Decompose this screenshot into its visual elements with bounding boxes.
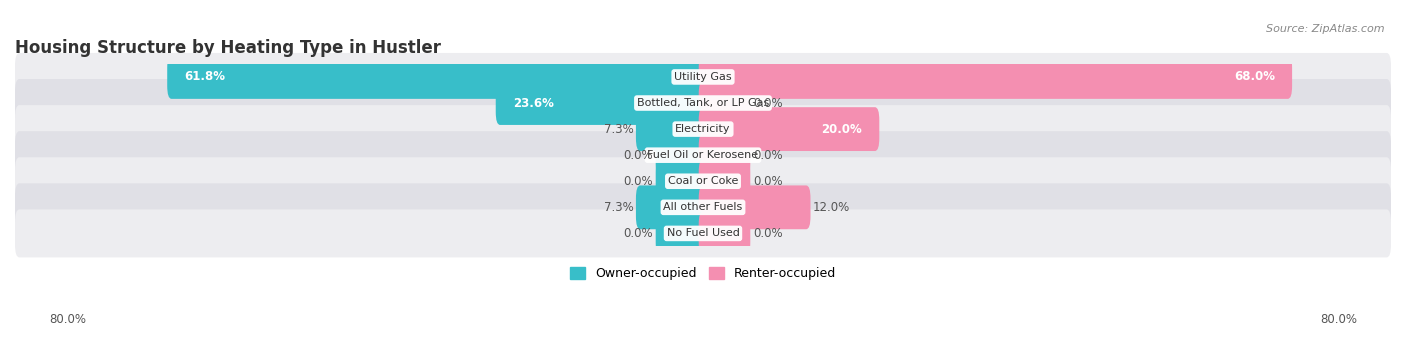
FancyBboxPatch shape xyxy=(636,107,707,151)
Text: 23.6%: 23.6% xyxy=(513,97,554,109)
Text: 0.0%: 0.0% xyxy=(752,149,783,162)
Text: No Fuel Used: No Fuel Used xyxy=(666,228,740,238)
FancyBboxPatch shape xyxy=(636,185,707,229)
Text: 7.3%: 7.3% xyxy=(603,123,633,136)
Text: 0.0%: 0.0% xyxy=(752,175,783,188)
FancyBboxPatch shape xyxy=(167,55,707,99)
Text: Source: ZipAtlas.com: Source: ZipAtlas.com xyxy=(1267,24,1385,34)
Text: 68.0%: 68.0% xyxy=(1234,70,1275,83)
Text: 0.0%: 0.0% xyxy=(623,227,654,240)
FancyBboxPatch shape xyxy=(699,185,810,229)
FancyBboxPatch shape xyxy=(699,55,1292,99)
FancyBboxPatch shape xyxy=(15,183,1391,231)
FancyBboxPatch shape xyxy=(699,133,751,177)
FancyBboxPatch shape xyxy=(655,133,707,177)
FancyBboxPatch shape xyxy=(655,211,707,255)
FancyBboxPatch shape xyxy=(699,211,751,255)
FancyBboxPatch shape xyxy=(15,53,1391,101)
Legend: Owner-occupied, Renter-occupied: Owner-occupied, Renter-occupied xyxy=(569,267,837,280)
FancyBboxPatch shape xyxy=(15,105,1391,153)
Text: 0.0%: 0.0% xyxy=(752,97,783,109)
Text: All other Fuels: All other Fuels xyxy=(664,202,742,212)
Text: 80.0%: 80.0% xyxy=(49,313,86,326)
Text: 12.0%: 12.0% xyxy=(813,201,851,214)
Text: Bottled, Tank, or LP Gas: Bottled, Tank, or LP Gas xyxy=(637,98,769,108)
FancyBboxPatch shape xyxy=(699,81,751,125)
FancyBboxPatch shape xyxy=(15,209,1391,257)
Text: Electricity: Electricity xyxy=(675,124,731,134)
FancyBboxPatch shape xyxy=(15,157,1391,205)
Text: Coal or Coke: Coal or Coke xyxy=(668,176,738,186)
Text: 61.8%: 61.8% xyxy=(184,70,225,83)
Text: 80.0%: 80.0% xyxy=(1320,313,1357,326)
FancyBboxPatch shape xyxy=(655,159,707,203)
FancyBboxPatch shape xyxy=(699,107,879,151)
Text: 20.0%: 20.0% xyxy=(821,123,862,136)
Text: Housing Structure by Heating Type in Hustler: Housing Structure by Heating Type in Hus… xyxy=(15,39,441,57)
Text: 7.3%: 7.3% xyxy=(603,201,633,214)
FancyBboxPatch shape xyxy=(496,81,707,125)
Text: Fuel Oil or Kerosene: Fuel Oil or Kerosene xyxy=(647,150,759,160)
FancyBboxPatch shape xyxy=(15,131,1391,179)
Text: 0.0%: 0.0% xyxy=(752,227,783,240)
Text: Utility Gas: Utility Gas xyxy=(675,72,731,82)
Text: 0.0%: 0.0% xyxy=(623,149,654,162)
Text: 0.0%: 0.0% xyxy=(623,175,654,188)
FancyBboxPatch shape xyxy=(15,79,1391,127)
FancyBboxPatch shape xyxy=(699,159,751,203)
